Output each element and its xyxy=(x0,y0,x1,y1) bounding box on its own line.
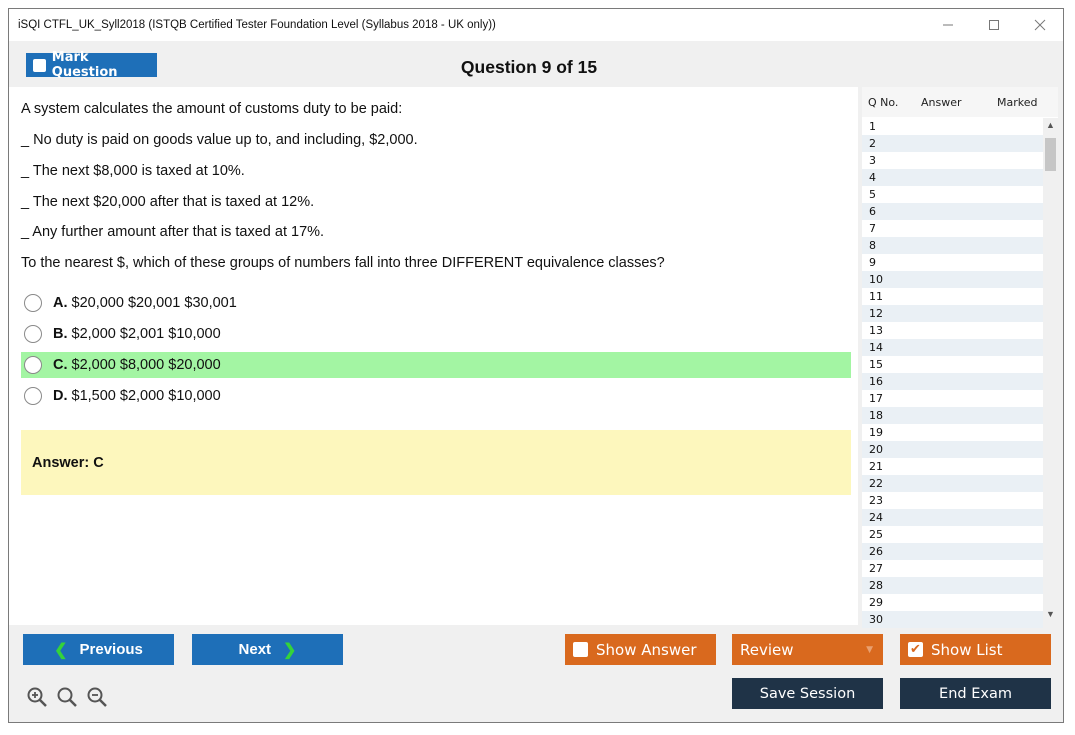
question-list-row[interactable]: 19 xyxy=(869,426,883,439)
minimize-icon[interactable] xyxy=(925,9,971,41)
question-list-row[interactable]: 10 xyxy=(862,271,1043,288)
option-d[interactable]: D. $1,500 $2,000 $10,000 xyxy=(21,383,851,409)
question-list-row[interactable]: 15 xyxy=(869,358,883,371)
question-list-row[interactable]: 3 xyxy=(869,154,876,167)
chevron-left-icon: ❮ xyxy=(54,641,68,659)
question-list-row[interactable]: 2 xyxy=(862,135,1043,152)
question-list-row[interactable]: 29 xyxy=(869,596,883,609)
question-list-header: Q No. Answer Marked xyxy=(862,87,1058,117)
question-list-scrollbar[interactable]: ▲ ▼ xyxy=(1043,118,1058,625)
previous-label: Previous xyxy=(79,641,143,658)
scroll-up-icon[interactable]: ▲ xyxy=(1046,120,1055,130)
window-title: iSQI CTFL_UK_Syll2018 (ISTQB Certified T… xyxy=(18,19,496,31)
question-list-row[interactable]: 13 xyxy=(869,324,883,337)
radio-button[interactable] xyxy=(24,294,42,312)
option-text: $1,500 $2,000 $10,000 xyxy=(71,388,221,404)
show-answer-button[interactable]: Show Answer xyxy=(565,634,716,665)
title-bar: iSQI CTFL_UK_Syll2018 (ISTQB Certified T… xyxy=(9,9,1063,41)
previous-button[interactable]: ❮ Previous xyxy=(23,634,174,665)
scrollbar-thumb[interactable] xyxy=(1045,138,1056,171)
question-list-row[interactable]: 27 xyxy=(869,562,883,575)
maximize-icon[interactable] xyxy=(971,9,1017,41)
mark-question-button[interactable]: Mark Question xyxy=(26,50,157,80)
option-b[interactable]: B. $2,000 $2,001 $10,000 xyxy=(21,321,851,347)
question-text-line: _ Any further amount after that is taxed… xyxy=(21,224,325,240)
question-text-line: _ No duty is paid on goods value up to, … xyxy=(21,132,418,148)
option-letter: D. xyxy=(53,388,68,404)
question-list-row[interactable]: 11 xyxy=(869,290,883,303)
save-session-label: Save Session xyxy=(759,685,856,702)
option-letter: C. xyxy=(53,357,68,373)
close-icon[interactable] xyxy=(1017,9,1063,41)
show-list-checkbox-checked[interactable]: ✔ xyxy=(908,642,923,657)
end-exam-button[interactable]: End Exam xyxy=(900,678,1051,709)
question-list-row[interactable]: 23 xyxy=(869,494,883,507)
option-text: $2,000 $2,001 $10,000 xyxy=(71,326,221,342)
question-list-row[interactable]: 4 xyxy=(862,169,1043,186)
show-answer-checkbox[interactable] xyxy=(573,642,588,657)
option-a[interactable]: A. $20,000 $20,001 $30,001 xyxy=(21,290,851,316)
question-list-rows: 1 2 3 4 5 6 7 8 9 10 11 12 13 14 15 16 17 18 19 20 21 22 23 24 2… xyxy=(862,118,1043,628)
question-list-row[interactable]: 6 xyxy=(862,203,1043,220)
zoom-out-icon[interactable] xyxy=(86,686,108,708)
question-text-line: _ The next $8,000 is taxed at 10%. xyxy=(21,163,245,179)
mark-question-label: Mark Question xyxy=(51,50,118,80)
question-list-row[interactable]: 14 xyxy=(862,339,1043,356)
option-letter: B. xyxy=(53,326,68,342)
question-prompt: To the nearest $, which of these groups … xyxy=(21,255,665,271)
question-list-row[interactable]: 8 xyxy=(862,237,1043,254)
question-list-row[interactable]: 24 xyxy=(862,509,1043,526)
column-header-marked: Marked xyxy=(997,95,1038,109)
next-button[interactable]: Next ❯ xyxy=(192,634,343,665)
option-c[interactable]: C. $2,000 $8,000 $20,000 xyxy=(21,352,851,378)
zoom-reset-icon[interactable] xyxy=(56,686,78,708)
show-answer-label: Show Answer xyxy=(596,640,697,659)
radio-button[interactable] xyxy=(24,387,42,405)
column-header-qno: Q No. xyxy=(868,95,899,109)
question-list-row[interactable]: 30 xyxy=(862,611,1043,628)
question-list-row[interactable]: 16 xyxy=(862,373,1043,390)
question-list-row[interactable]: 28 xyxy=(862,577,1043,594)
show-list-label: Show List xyxy=(931,640,1003,659)
zoom-in-icon[interactable] xyxy=(26,686,48,708)
question-list-panel: Q No. Answer Marked 1 2 3 4 5 6 7 8 9 10 11 12 13 14 1… xyxy=(862,87,1058,628)
question-list-row[interactable]: 21 xyxy=(869,460,883,473)
question-list-row[interactable]: 1 xyxy=(869,120,876,133)
app-window: iSQI CTFL_UK_Syll2018 (ISTQB Certified T… xyxy=(8,8,1064,723)
scroll-down-icon[interactable]: ▼ xyxy=(1046,609,1055,619)
chevron-right-icon: ❯ xyxy=(283,641,297,659)
review-label: Review xyxy=(740,640,794,659)
option-text: $20,000 $20,001 $30,001 xyxy=(71,295,237,311)
review-dropdown[interactable]: Review ▼ xyxy=(732,634,883,665)
show-list-button[interactable]: ✔ Show List xyxy=(900,634,1051,665)
question-text-line: _ The next $20,000 after that is taxed a… xyxy=(21,194,315,210)
radio-button[interactable] xyxy=(24,356,42,374)
option-letter: A. xyxy=(53,295,68,311)
question-list-row[interactable]: 20 xyxy=(862,441,1043,458)
question-list-row[interactable]: 9 xyxy=(869,256,876,269)
next-label: Next xyxy=(238,641,272,658)
mark-checkbox[interactable] xyxy=(33,58,46,72)
answer-box: Answer: C xyxy=(21,430,851,495)
question-text-line: A system calculates the amount of custom… xyxy=(21,101,403,117)
radio-button[interactable] xyxy=(24,325,42,343)
exam-header: Mark Question Question 9 of 15 xyxy=(9,41,1063,87)
save-session-button[interactable]: Save Session xyxy=(732,678,883,709)
end-exam-label: End Exam xyxy=(939,685,1012,702)
question-title: Question 9 of 15 xyxy=(460,57,598,77)
question-list-row[interactable]: 17 xyxy=(869,392,883,405)
question-panel: A system calculates the amount of custom… xyxy=(9,87,858,625)
question-list-row[interactable]: 5 xyxy=(869,188,876,201)
question-list-row[interactable]: 22 xyxy=(862,475,1043,492)
column-header-answer: Answer xyxy=(921,95,962,109)
question-list-row[interactable]: 18 xyxy=(862,407,1043,424)
dropdown-arrow-icon: ▼ xyxy=(866,644,873,655)
question-list-row[interactable]: 26 xyxy=(862,543,1043,560)
question-list-row[interactable]: 7 xyxy=(869,222,876,235)
question-list-row[interactable]: 25 xyxy=(869,528,883,541)
question-list-row[interactable]: 12 xyxy=(862,305,1043,322)
option-text: $2,000 $8,000 $20,000 xyxy=(71,357,221,373)
